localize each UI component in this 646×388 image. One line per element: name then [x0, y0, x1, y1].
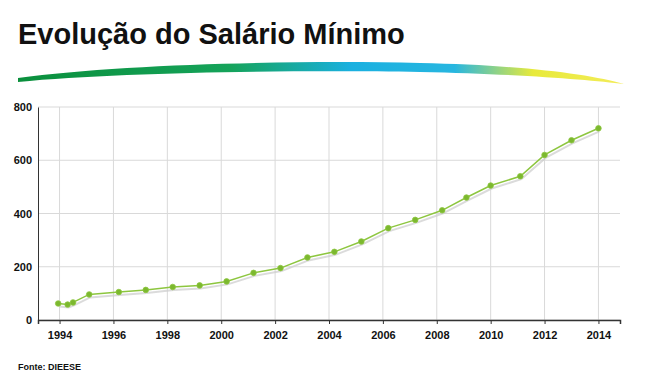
- grid-line: [436, 107, 437, 320]
- x-tick: 2008: [425, 320, 449, 341]
- point: [251, 270, 257, 276]
- x-tick-label: 2006: [371, 329, 395, 341]
- point: [116, 289, 122, 295]
- y-tick-label: 400: [14, 208, 32, 220]
- point: [542, 152, 548, 158]
- x-tick-label: 2014: [587, 329, 612, 341]
- point: [70, 300, 76, 306]
- x-tick-mark: [221, 320, 222, 324]
- y-tick: 0: [26, 314, 38, 326]
- x-tick-mark: [383, 320, 384, 324]
- grid: [38, 107, 620, 320]
- y-tick: 600: [14, 154, 38, 166]
- grid-line: [221, 107, 222, 320]
- x-tick-label: 2008: [425, 329, 449, 341]
- title: Evolução do Salário Mínimo: [18, 18, 405, 50]
- point: [359, 239, 365, 245]
- point: [305, 255, 311, 261]
- x-axis-line: [39, 321, 621, 325]
- point: [332, 249, 338, 255]
- point: [55, 301, 61, 307]
- grid-line: [382, 107, 383, 320]
- point: [518, 173, 524, 179]
- x-tick-label: 2012: [533, 329, 557, 341]
- x-tick: 2000: [209, 320, 233, 341]
- x-tick-label: 1998: [156, 329, 180, 341]
- x-tick: 1996: [102, 320, 126, 341]
- y-axis-line: [38, 108, 39, 321]
- x-axis: 1994 1996 1998 2000 2002 2004 2006 2008 2010 2012…: [39, 320, 621, 341]
- x-tick: 1998: [156, 320, 180, 341]
- series: [55, 126, 601, 308]
- grid-line: [59, 107, 60, 320]
- point: [464, 195, 470, 201]
- x-tick-label: 2004: [317, 329, 342, 341]
- decoration: [18, 62, 624, 84]
- point: [86, 292, 92, 298]
- y-tick-label: 800: [14, 101, 32, 113]
- point: [596, 126, 602, 132]
- x-tick-mark: [598, 320, 599, 324]
- x-tick: 2014: [587, 320, 612, 341]
- y-tick-label: 0: [26, 314, 32, 326]
- point: [439, 208, 445, 214]
- grid-line: [598, 107, 599, 320]
- point: [197, 283, 203, 289]
- point: [278, 265, 284, 271]
- line-shadow: [59, 131, 599, 307]
- x-tick: 2012: [533, 320, 557, 341]
- x-tick-mark: [275, 320, 276, 324]
- x-tick-mark: [329, 320, 330, 324]
- x-tick-label: 1996: [102, 329, 126, 341]
- x-tick: 2010: [479, 320, 503, 341]
- grid-line: [329, 107, 330, 320]
- plot: 1994199619982000200220042006200820102012…: [14, 101, 621, 341]
- y-tick: 800: [14, 101, 38, 113]
- x-tick-label: 2002: [263, 329, 287, 341]
- x-tick-mark: [491, 320, 492, 324]
- plot-background: [38, 107, 620, 320]
- x-tick: 2002: [263, 320, 287, 341]
- grid-line: [544, 107, 545, 320]
- grid-line: [275, 107, 276, 320]
- point: [224, 279, 230, 285]
- x-tick-label: 2010: [479, 329, 503, 341]
- x-tick: 2006: [371, 320, 395, 341]
- y-tick-label: 600: [14, 154, 32, 166]
- line: [58, 128, 598, 304]
- x-tick-label: 2000: [209, 329, 233, 341]
- point: [170, 284, 176, 290]
- point: [569, 137, 575, 143]
- x-tick-label: 1994: [48, 329, 73, 341]
- point: [412, 217, 418, 223]
- y-tick-label: 200: [14, 261, 32, 273]
- y-axis: 0 200 400 600 800: [14, 101, 39, 326]
- x-tick: 2004: [317, 320, 342, 341]
- point: [143, 287, 149, 293]
- grid-line: [113, 107, 114, 320]
- x-tick-mark: [545, 320, 546, 324]
- chart: Evolução do Salário Mínimo 1994 1996 1998 20…: [0, 0, 646, 388]
- point: [385, 225, 391, 231]
- y-tick: 400: [14, 208, 38, 220]
- source: Fonte: DIEESE: [18, 362, 81, 372]
- grid-line: [490, 107, 491, 320]
- x-tick: 1994: [48, 320, 73, 341]
- x-tick-mark: [113, 320, 114, 324]
- x-tick-mark: [437, 320, 438, 324]
- y-tick: 200: [14, 261, 38, 273]
- point: [65, 302, 71, 308]
- point: [488, 183, 494, 189]
- x-tick-mark: [167, 320, 168, 324]
- x-tick-mark: [60, 320, 61, 324]
